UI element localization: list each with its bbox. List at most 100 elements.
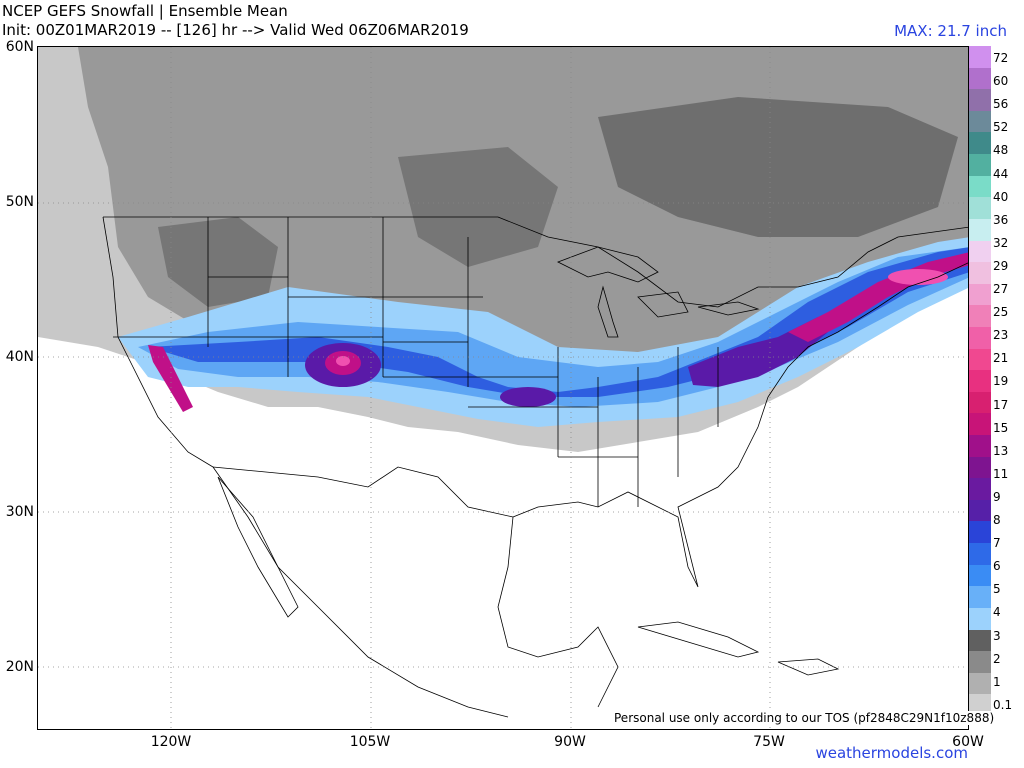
- scale-label: 40: [993, 189, 1009, 204]
- snow-core-sierra: [148, 345, 193, 412]
- scale-label: 8: [993, 513, 1001, 528]
- snowfall-map[interactable]: [37, 46, 969, 730]
- scale-swatch: [969, 651, 991, 674]
- scale-label: 44: [993, 166, 1009, 181]
- lon-label-75w: 75W: [753, 734, 785, 750]
- scale-label: 19: [993, 374, 1009, 389]
- scale-swatch: [969, 370, 991, 393]
- title-line-2: Init: 00Z01MAR2019 -- [126] hr --> Valid…: [2, 21, 469, 39]
- scale-swatch: [969, 435, 991, 458]
- scale-swatch: [969, 478, 991, 501]
- scale-label: 13: [993, 443, 1009, 458]
- scale-label: 36: [993, 212, 1009, 227]
- snow-core-colorado-peak: [336, 356, 350, 366]
- scale-swatch: [969, 175, 991, 198]
- lon-label-105w: 105W: [349, 734, 391, 750]
- lat-label-40n: 40N: [5, 349, 34, 365]
- scale-label: 15: [993, 420, 1009, 435]
- scale-label: 1: [993, 674, 1001, 689]
- scale-label: 9: [993, 489, 1001, 504]
- scale-label: 27: [993, 282, 1009, 297]
- scale-swatch: [969, 543, 991, 566]
- scale-label: 17: [993, 397, 1009, 412]
- lon-label-60w: 60W: [952, 734, 984, 750]
- scale-swatch: [969, 283, 991, 306]
- scale-label: 7: [993, 536, 1001, 551]
- map-title: NCEP GEFS Snowfall | Ensemble Mean Init:…: [2, 2, 469, 40]
- lat-label-50n: 50N: [5, 194, 34, 210]
- mexico-west: [212, 466, 509, 718]
- political-borders: [102, 216, 968, 718]
- scale-label: 6: [993, 559, 1001, 574]
- scale-swatch: [969, 672, 991, 695]
- brand-link[interactable]: weathermodels.com: [815, 744, 968, 762]
- state-lines: [113, 217, 719, 507]
- scale-label: 2: [993, 651, 1001, 666]
- scale-swatch: [969, 262, 991, 285]
- max-value-label: MAX: 21.7 inch: [894, 22, 1007, 40]
- gulf-coast: [512, 396, 769, 588]
- scale-label: 23: [993, 328, 1009, 343]
- mexico-east: [497, 516, 619, 708]
- lon-label-120w: 120W: [150, 734, 192, 750]
- scale-swatch: [969, 499, 991, 522]
- scale-label: 29: [993, 258, 1009, 273]
- snow-core-kansas: [500, 387, 556, 407]
- scale-label: 0.1: [993, 697, 1013, 712]
- lon-label-90w: 90W: [554, 734, 586, 750]
- scale-swatch: [969, 154, 991, 177]
- snowfall-shading: [38, 47, 968, 452]
- scale-swatch: [969, 348, 991, 371]
- snow-area-dark-1: [598, 97, 958, 237]
- scale-label: 11: [993, 466, 1009, 481]
- scale-swatch: [969, 67, 991, 90]
- scale-swatch: [969, 391, 991, 414]
- scale-label: 32: [993, 235, 1009, 250]
- scale-label: 21: [993, 351, 1009, 366]
- scale-label: 48: [993, 143, 1009, 158]
- snow-area-dark-3: [158, 217, 278, 307]
- scale-label: 56: [993, 97, 1009, 112]
- scale-label: 25: [993, 305, 1009, 320]
- us-mexico-border: [212, 466, 514, 518]
- baja: [217, 476, 299, 618]
- lat-label-60n: 60N: [5, 39, 34, 55]
- scale-swatch: [969, 305, 991, 328]
- scale-swatch: [969, 629, 991, 652]
- scale-swatch: [969, 89, 991, 112]
- snow-area-dark-2: [398, 147, 558, 267]
- cuba: [637, 621, 760, 658]
- east-coast: [767, 262, 968, 398]
- scale-swatch: [969, 564, 991, 587]
- great-lakes: [557, 246, 760, 338]
- hispaniola: [777, 658, 840, 676]
- scale-swatch: [969, 586, 991, 609]
- lat-label-30n: 30N: [5, 504, 34, 520]
- scale-swatch: [969, 413, 991, 436]
- us-west-coast: [102, 216, 214, 468]
- scale-swatch: [969, 607, 991, 630]
- scale-label: 5: [993, 582, 1001, 597]
- scale-swatch: [969, 240, 991, 263]
- scale-swatch: [969, 132, 991, 155]
- scale-swatch: [969, 197, 991, 220]
- tos-notice: Personal use only according to our TOS (…: [614, 711, 995, 725]
- scale-label: 52: [993, 120, 1009, 135]
- title-line-1: NCEP GEFS Snowfall | Ensemble Mean: [2, 2, 288, 20]
- scale-label: 60: [993, 74, 1009, 89]
- scale-swatch: [969, 694, 991, 717]
- scale-swatch: [969, 46, 991, 68]
- scale-swatch: [969, 326, 991, 349]
- scale-swatch: [969, 218, 991, 241]
- color-scale-legend: 72 60 56 52 48 44 40 36 32 29 27 25 23 21 19 17 15 13 11 9 8…: [969, 46, 1024, 717]
- lat-label-20n: 20N: [5, 659, 34, 675]
- scale-swatch: [969, 110, 991, 133]
- snow-core-newengland-peak: [888, 269, 948, 285]
- map-canvas: [38, 47, 968, 729]
- scale-label: 3: [993, 628, 1001, 643]
- scale-label: 4: [993, 605, 1001, 620]
- canada-us-border: [103, 216, 968, 308]
- graticule: [38, 47, 968, 729]
- scale-swatch: [969, 521, 991, 544]
- scale-swatch: [969, 456, 991, 479]
